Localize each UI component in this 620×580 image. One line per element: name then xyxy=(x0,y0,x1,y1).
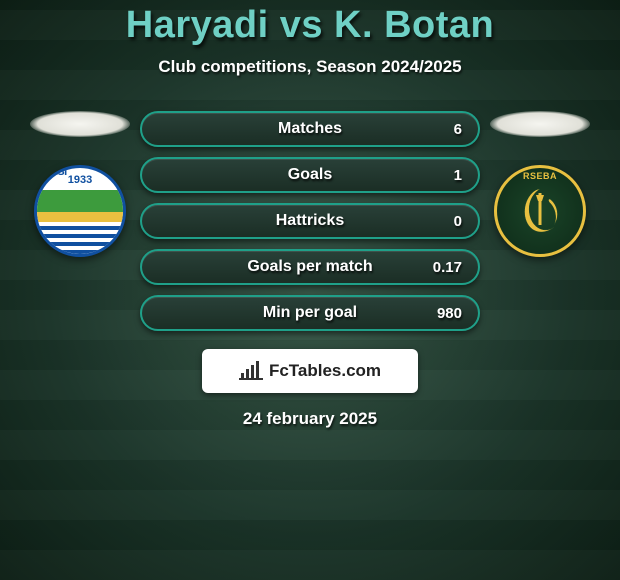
stat-row-min-per-goal: Min per goal 980 xyxy=(140,295,480,331)
crest-right-ring: RSEBA xyxy=(497,171,583,181)
stat-row-goals-per-match: Goals per match 0.17 xyxy=(140,249,480,285)
stat-label: Goals xyxy=(288,166,332,184)
brand-text: FcTables.com xyxy=(269,361,381,381)
infographic-card: Haryadi vs K. Botan Club competitions, S… xyxy=(0,0,620,429)
stat-value-right: 6 xyxy=(454,121,462,138)
crest-left-year: 1933 xyxy=(37,174,123,186)
bar-chart-icon xyxy=(239,361,263,381)
stat-value-right: 0.17 xyxy=(433,259,462,276)
stat-row-hattricks: Hattricks 0 xyxy=(140,203,480,239)
club-crest-right: RSEBA xyxy=(494,165,586,257)
player-left-column: ERSI 1933 xyxy=(20,105,140,257)
brand-badge: FcTables.com xyxy=(202,349,418,393)
main-row: ERSI 1933 Matches 6 Goals 1 Hattricks 0 xyxy=(0,105,620,331)
crest-left-green xyxy=(37,190,123,212)
page-title: Haryadi vs K. Botan xyxy=(126,4,495,47)
club-crest-left: ERSI 1933 xyxy=(34,165,126,257)
stat-label: Matches xyxy=(278,120,342,138)
stat-row-matches: Matches 6 xyxy=(140,111,480,147)
player-right-column: RSEBA xyxy=(480,105,600,257)
stats-column: Matches 6 Goals 1 Hattricks 0 Goals per … xyxy=(140,111,480,331)
stat-label: Goals per match xyxy=(247,258,372,276)
crest-left-yellow xyxy=(37,212,123,222)
player-left-silhouette xyxy=(30,111,130,137)
stat-label: Min per goal xyxy=(263,304,357,322)
stat-value-right: 1 xyxy=(454,167,462,184)
stat-value-right: 980 xyxy=(437,305,462,322)
subtitle: Club competitions, Season 2024/2025 xyxy=(158,57,461,77)
crest-right-emblem-icon xyxy=(510,181,570,241)
date-label: 24 february 2025 xyxy=(243,409,377,429)
stat-value-right: 0 xyxy=(454,213,462,230)
stat-row-goals: Goals 1 xyxy=(140,157,480,193)
player-right-silhouette xyxy=(490,111,590,137)
stat-label: Hattricks xyxy=(276,212,344,230)
crest-left-waves xyxy=(37,222,123,254)
